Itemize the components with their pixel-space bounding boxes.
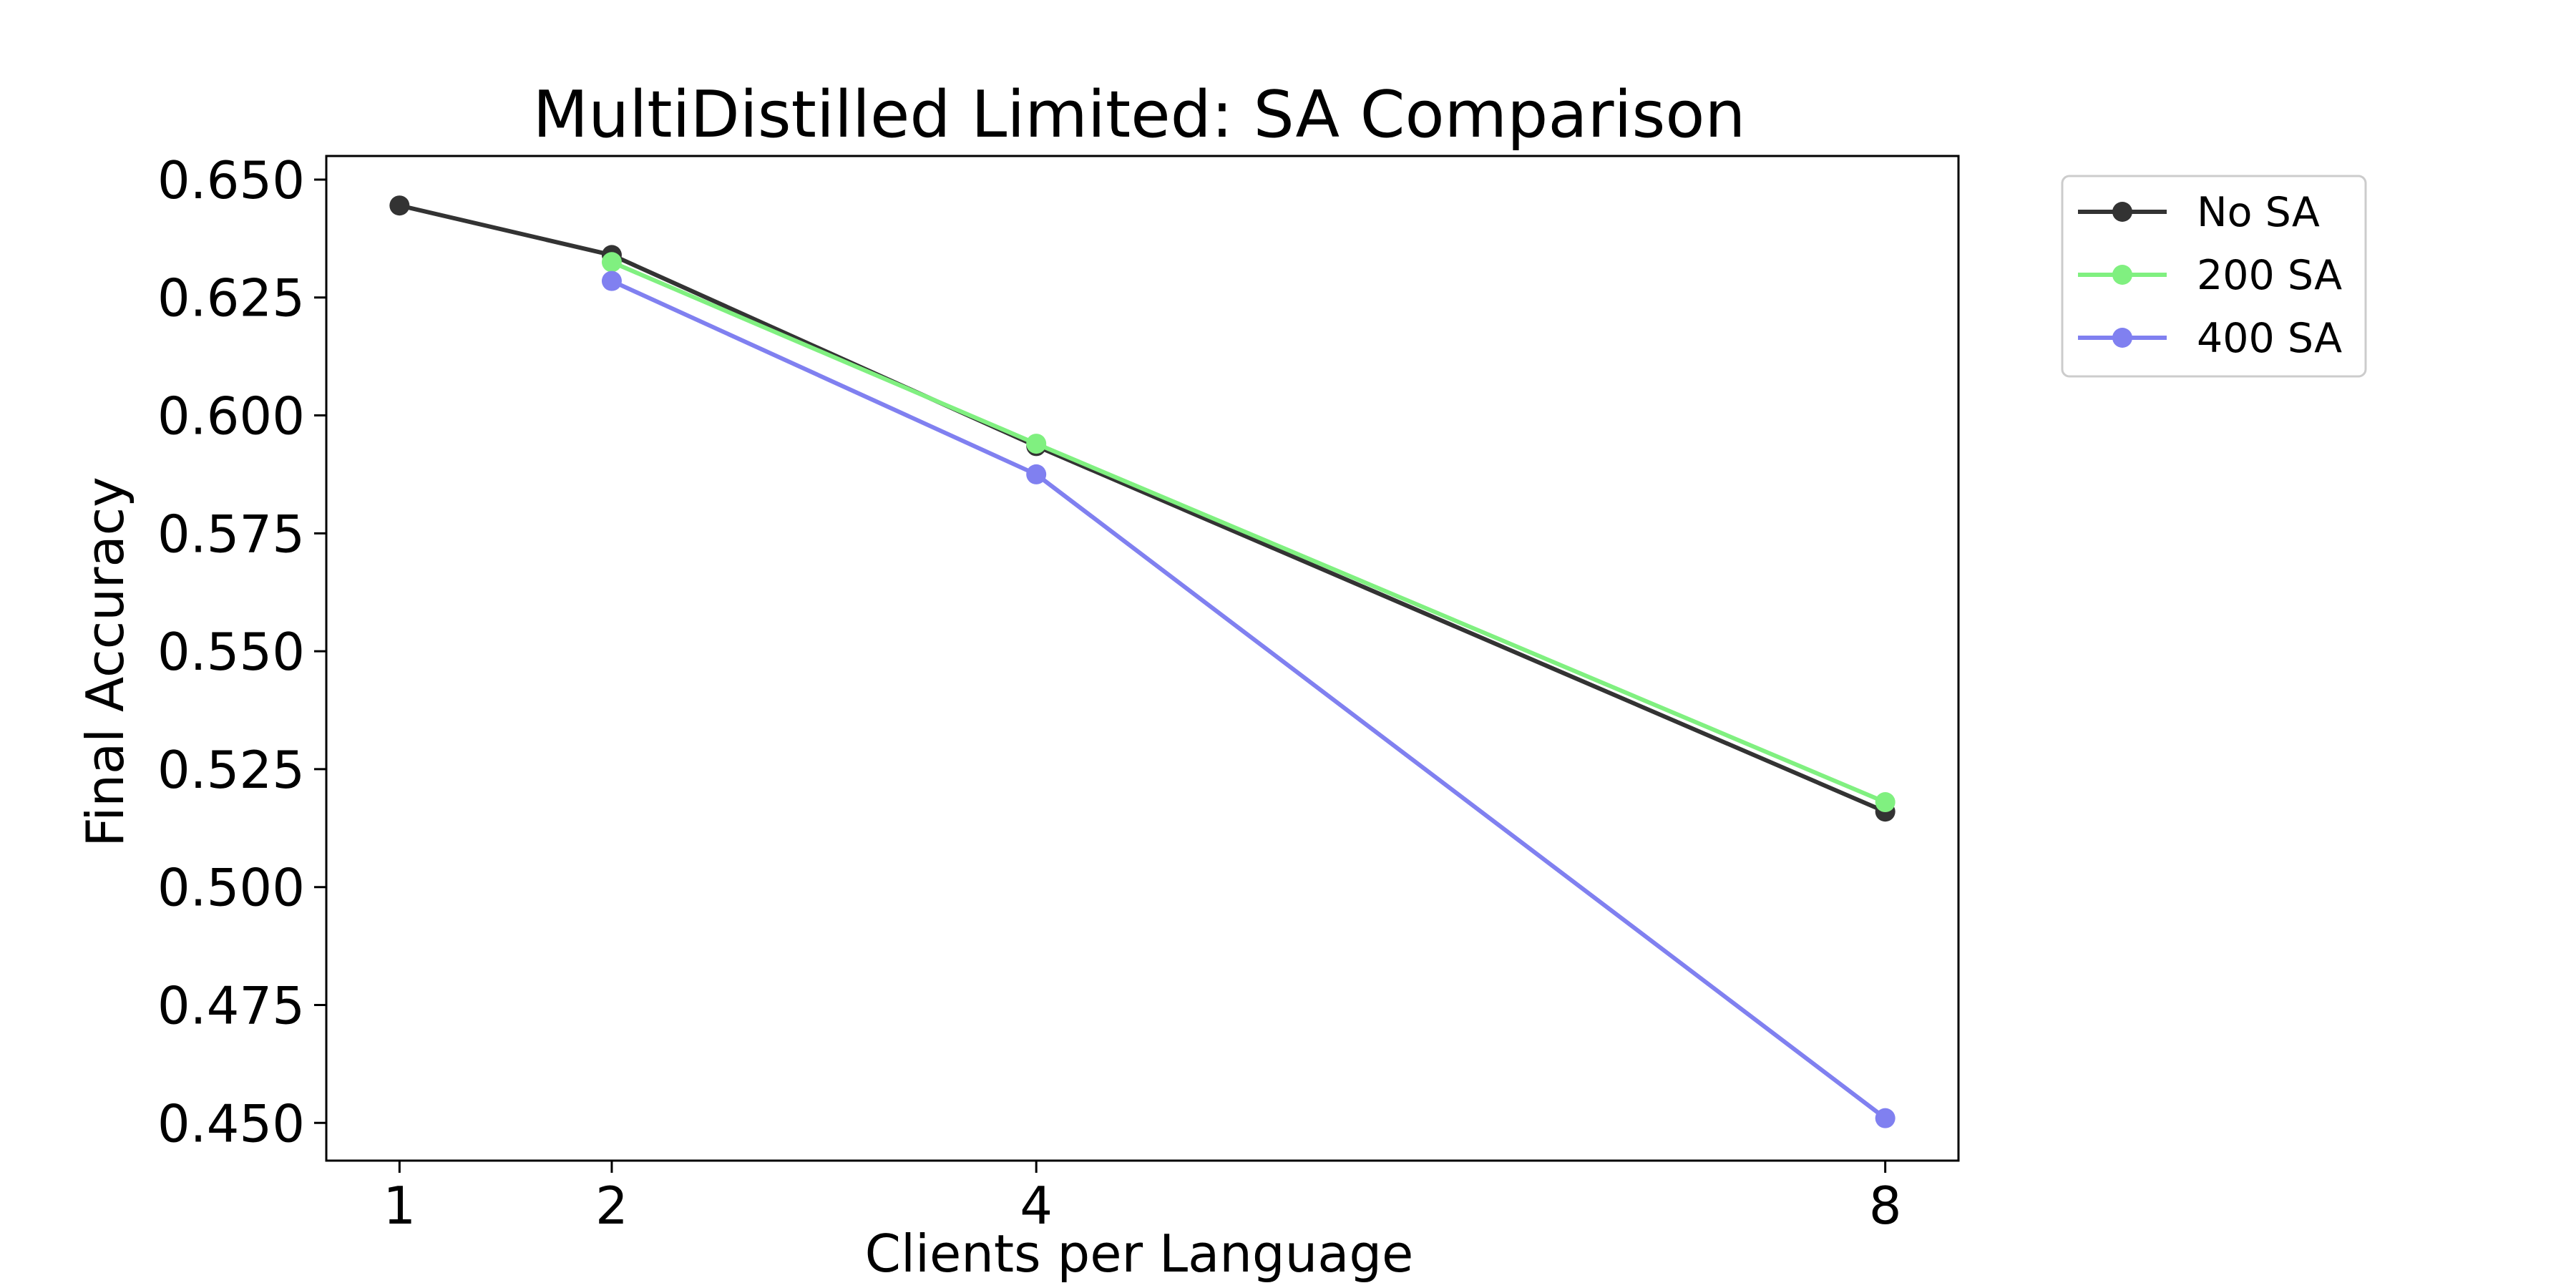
chart-title: MultiDistilled Limited: SA Comparison	[533, 77, 1746, 152]
legend-box	[2061, 175, 2367, 378]
y-axis: 0.450 0.475 0.500 0.525 0.550 0.575 0.600 0.625…	[157, 150, 326, 1153]
series-200-sa	[601, 252, 1896, 813]
y-tick-label: 0.575	[157, 504, 305, 564]
y-axis-label: Final Accuracy	[75, 477, 135, 847]
x-axis: 1 2 4 8	[383, 1161, 1902, 1236]
y-tick-label: 0.625	[157, 268, 305, 328]
legend-swatch-marker	[2112, 202, 2132, 222]
legend-item: 400 SA	[2078, 315, 2342, 362]
x-tick-label: 1	[383, 1176, 416, 1236]
x-tick-label: 2	[595, 1176, 628, 1236]
y-tick-label: 0.450	[157, 1093, 305, 1153]
legend-item: 200 SA	[2078, 252, 2342, 299]
legend-item: No SA	[2078, 189, 2320, 236]
legend-label: 400 SA	[2197, 315, 2342, 362]
y-tick-label: 0.600	[157, 386, 305, 447]
y-tick-label: 0.525	[157, 740, 305, 800]
legend: No SA 200 SA 400 SA	[2061, 175, 2367, 378]
x-axis-label: Clients per Language	[865, 1224, 1414, 1284]
data-point	[601, 252, 622, 273]
x-tick-label: 8	[1869, 1176, 1902, 1236]
y-tick-label: 0.475	[157, 975, 305, 1035]
series-line	[610, 278, 1887, 1121]
x-tick-label: 4	[1020, 1176, 1053, 1236]
data-point	[1026, 434, 1047, 454]
plot-area	[325, 155, 1960, 1162]
plot-frame	[325, 155, 1960, 1162]
y-tick-label: 0.550	[157, 622, 305, 682]
legend-label: 200 SA	[2197, 252, 2342, 299]
y-tick-label: 0.500	[157, 858, 305, 918]
y-tick-label: 0.650	[157, 150, 305, 210]
data-point	[1875, 1108, 1896, 1128]
data-point	[1026, 464, 1047, 484]
series-line	[399, 203, 1886, 814]
series-400-sa	[601, 270, 1896, 1128]
data-point	[601, 270, 622, 291]
series-line	[610, 260, 1886, 804]
data-point	[389, 195, 410, 216]
legend-label: No SA	[2197, 189, 2320, 236]
data-point	[1875, 792, 1896, 813]
legend-swatch-marker	[2112, 328, 2132, 348]
legend-swatch-marker	[2112, 265, 2132, 285]
